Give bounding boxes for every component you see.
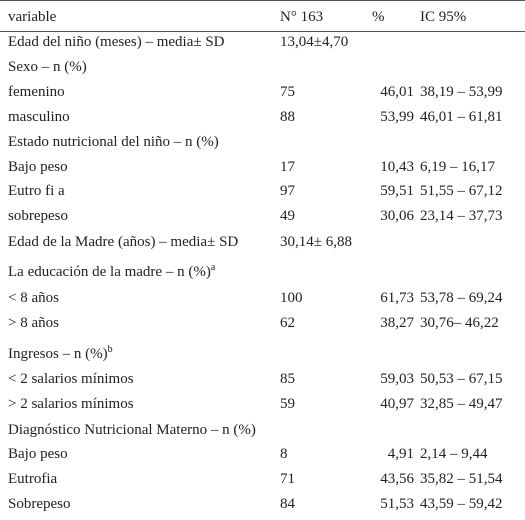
n-cell: 75 (280, 84, 295, 100)
ic-cell: 50,53 – 67,15 (420, 371, 503, 387)
ic-cell: 30,76– 46,22 (420, 315, 499, 331)
row-label: Bajo peso (8, 446, 68, 462)
pct-cell: 59,51 (380, 183, 414, 199)
row-label: sobrepeso (8, 208, 68, 224)
row-label: Edad del niño (meses) – media± SD (8, 34, 225, 50)
n-cell: 97 (280, 183, 295, 199)
n-cell: 13,04±4,70 (280, 34, 349, 50)
header-cell: N° 163 (280, 9, 324, 25)
pct-cell: 51,53 (380, 496, 414, 512)
pct-cell: 10,43 (380, 159, 414, 175)
ic-cell: 43,59 – 59,42 (420, 496, 503, 512)
row-label: < 8 años (8, 290, 59, 306)
pct-cell: 38,27 (380, 315, 414, 331)
footnote-mark: a (210, 262, 216, 273)
ic-cell: 51,55 – 67,12 (420, 183, 503, 199)
row-label: Ingresos – n (%)b (8, 344, 113, 362)
pct-cell: 4,91 (387, 446, 414, 462)
row-label: < 2 salarios mínimos (8, 371, 134, 387)
ic-cell: 23,14 – 37,73 (420, 208, 503, 224)
header-rule (0, 31, 525, 32)
pct-cell: 46,01 (380, 84, 414, 100)
ic-cell: 32,85 – 49,47 (420, 396, 503, 412)
row-label: Sexo – n (%) (8, 59, 87, 75)
row-label: Edad de la Madre (años) – media± SD (8, 234, 239, 250)
ic-cell: 6,19 – 16,17 (420, 159, 495, 175)
n-cell: 85 (280, 371, 295, 387)
pct-cell: 40,97 (380, 396, 414, 412)
pct-cell: 43,56 (380, 471, 414, 487)
row-label: > 2 salarios mínimos (8, 396, 134, 412)
n-cell: 100 (280, 290, 303, 306)
row-label: La educación de la madre – n (%)a (8, 262, 216, 280)
n-cell: 71 (280, 471, 295, 487)
top-rule (0, 0, 525, 1)
pct-cell: 30,06 (380, 208, 414, 224)
row-label: Eutrofia (8, 471, 58, 487)
row-label: > 8 años (8, 315, 59, 331)
row-label: Sobrepeso (8, 496, 71, 512)
n-cell: 59 (280, 396, 295, 412)
n-cell: 49 (280, 208, 295, 224)
n-cell: 88 (280, 109, 295, 125)
pct-cell: 59,03 (380, 371, 414, 387)
ic-cell: 46,01 – 61,81 (420, 109, 503, 125)
n-cell: 62 (280, 315, 295, 331)
header-cell: % (372, 9, 385, 25)
ic-cell: 35,82 – 51,54 (420, 471, 503, 487)
n-cell: 17 (280, 159, 295, 175)
row-label: Bajo peso (8, 159, 68, 175)
n-cell: 8 (280, 446, 288, 462)
n-cell: 30,14± 6,88 (280, 234, 352, 250)
header-cell: variable (8, 9, 57, 25)
row-label: femenino (8, 84, 65, 100)
row-label: Eutro fi a (8, 183, 65, 199)
pct-cell: 53,99 (380, 109, 414, 125)
ic-cell: 53,78 – 69,24 (420, 290, 503, 306)
pct-cell: 61,73 (380, 290, 414, 306)
header-cell: IC 95% (420, 9, 467, 25)
ic-cell: 38,19 – 53,99 (420, 84, 503, 100)
ic-cell: 2,14 – 9,44 (420, 446, 488, 462)
row-label: Diagnóstico Nutricional Materno – n (%) (8, 422, 256, 438)
footnote-mark: b (107, 344, 113, 355)
row-label: masculino (8, 109, 70, 125)
row-label: Estado nutricional del niño – n (%) (8, 134, 219, 150)
n-cell: 84 (280, 496, 295, 512)
